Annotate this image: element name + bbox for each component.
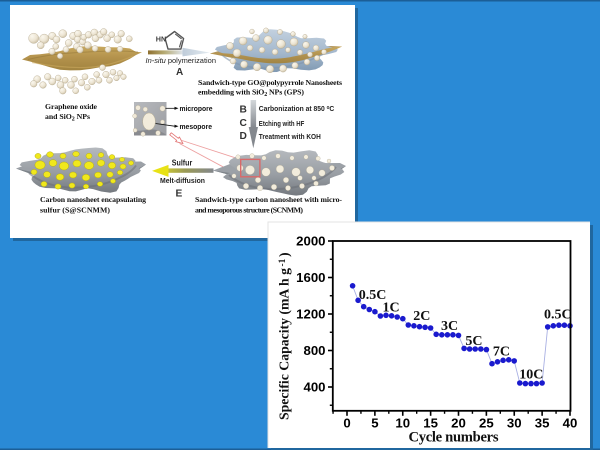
svg-text:In-situ polymerization: In-situ polymerization — [146, 56, 217, 65]
svg-text:0.5C: 0.5C — [544, 308, 572, 323]
svg-text:1600: 1600 — [296, 270, 325, 285]
svg-text:Sulfur: Sulfur — [172, 159, 192, 168]
svg-text:7C: 7C — [493, 345, 510, 360]
svg-text:mesopore: mesopore — [180, 122, 213, 131]
svg-text:2000: 2000 — [296, 234, 325, 249]
svg-text:D: D — [240, 131, 247, 142]
svg-text:Sandwich-type GO@polypyrrole N: Sandwich-type GO@polypyrrole Nanosheets — [198, 78, 342, 87]
svg-text:10: 10 — [395, 416, 410, 431]
svg-text:40: 40 — [563, 416, 578, 431]
svg-text:A: A — [176, 67, 183, 78]
svg-text:0.5C: 0.5C — [359, 288, 387, 303]
svg-text:Graphene oxide: Graphene oxide — [45, 102, 98, 111]
svg-text:Sandwich-type carbon nanosheet: Sandwich-type carbon nanosheet with micr… — [195, 195, 342, 204]
svg-text:Specific Capacity (mA h g: Specific Capacity (mA h g — [278, 268, 293, 420]
svg-text:20: 20 — [451, 416, 466, 431]
svg-text:15: 15 — [423, 416, 438, 431]
svg-text:1C: 1C — [383, 301, 400, 316]
svg-text:B: B — [240, 104, 247, 115]
svg-text:micropore: micropore — [180, 104, 213, 113]
svg-text:-1: -1 — [278, 258, 288, 266]
svg-text:35: 35 — [535, 416, 550, 431]
svg-text:Cycle numbers: Cycle numbers — [409, 429, 499, 445]
svg-text:Carbon nanosheet encapsulating: Carbon nanosheet encapsulating — [40, 195, 146, 204]
svg-text:Carbonization at 850 oC: Carbonization at 850 oC — [259, 104, 335, 113]
svg-text:Treatment with KOH: Treatment with KOH — [259, 132, 321, 141]
svg-text:Melt-diffusion: Melt-diffusion — [160, 176, 205, 185]
svg-text:0: 0 — [343, 416, 350, 431]
svg-text:C: C — [240, 118, 248, 129]
svg-text:1200: 1200 — [296, 307, 325, 322]
svg-text:25: 25 — [479, 416, 494, 431]
svg-text:5: 5 — [371, 416, 378, 431]
svg-text:): ) — [278, 252, 293, 257]
svg-text:3C: 3C — [441, 319, 458, 334]
svg-text:2C: 2C — [413, 309, 430, 324]
svg-text:embedding with SiO2 NPs (GPS): embedding with SiO2 NPs (GPS) — [198, 88, 304, 99]
svg-text:5C: 5C — [465, 334, 482, 349]
svg-text:and SiO2 NPs: and SiO2 NPs — [45, 112, 90, 123]
svg-text:10C: 10C — [519, 368, 543, 383]
svg-text:800: 800 — [303, 343, 325, 358]
svg-text:30: 30 — [507, 416, 522, 431]
svg-text:E: E — [176, 188, 183, 199]
svg-text:and mesoporous structure (SCNM: and mesoporous structure (SCNMM) — [195, 206, 303, 215]
svg-text:sulfur (S@SCNMM): sulfur (S@SCNMM) — [40, 206, 110, 215]
svg-text:400: 400 — [303, 380, 325, 395]
svg-text:Etching with HF: Etching with HF — [259, 119, 305, 128]
svg-text:HN: HN — [156, 34, 166, 43]
